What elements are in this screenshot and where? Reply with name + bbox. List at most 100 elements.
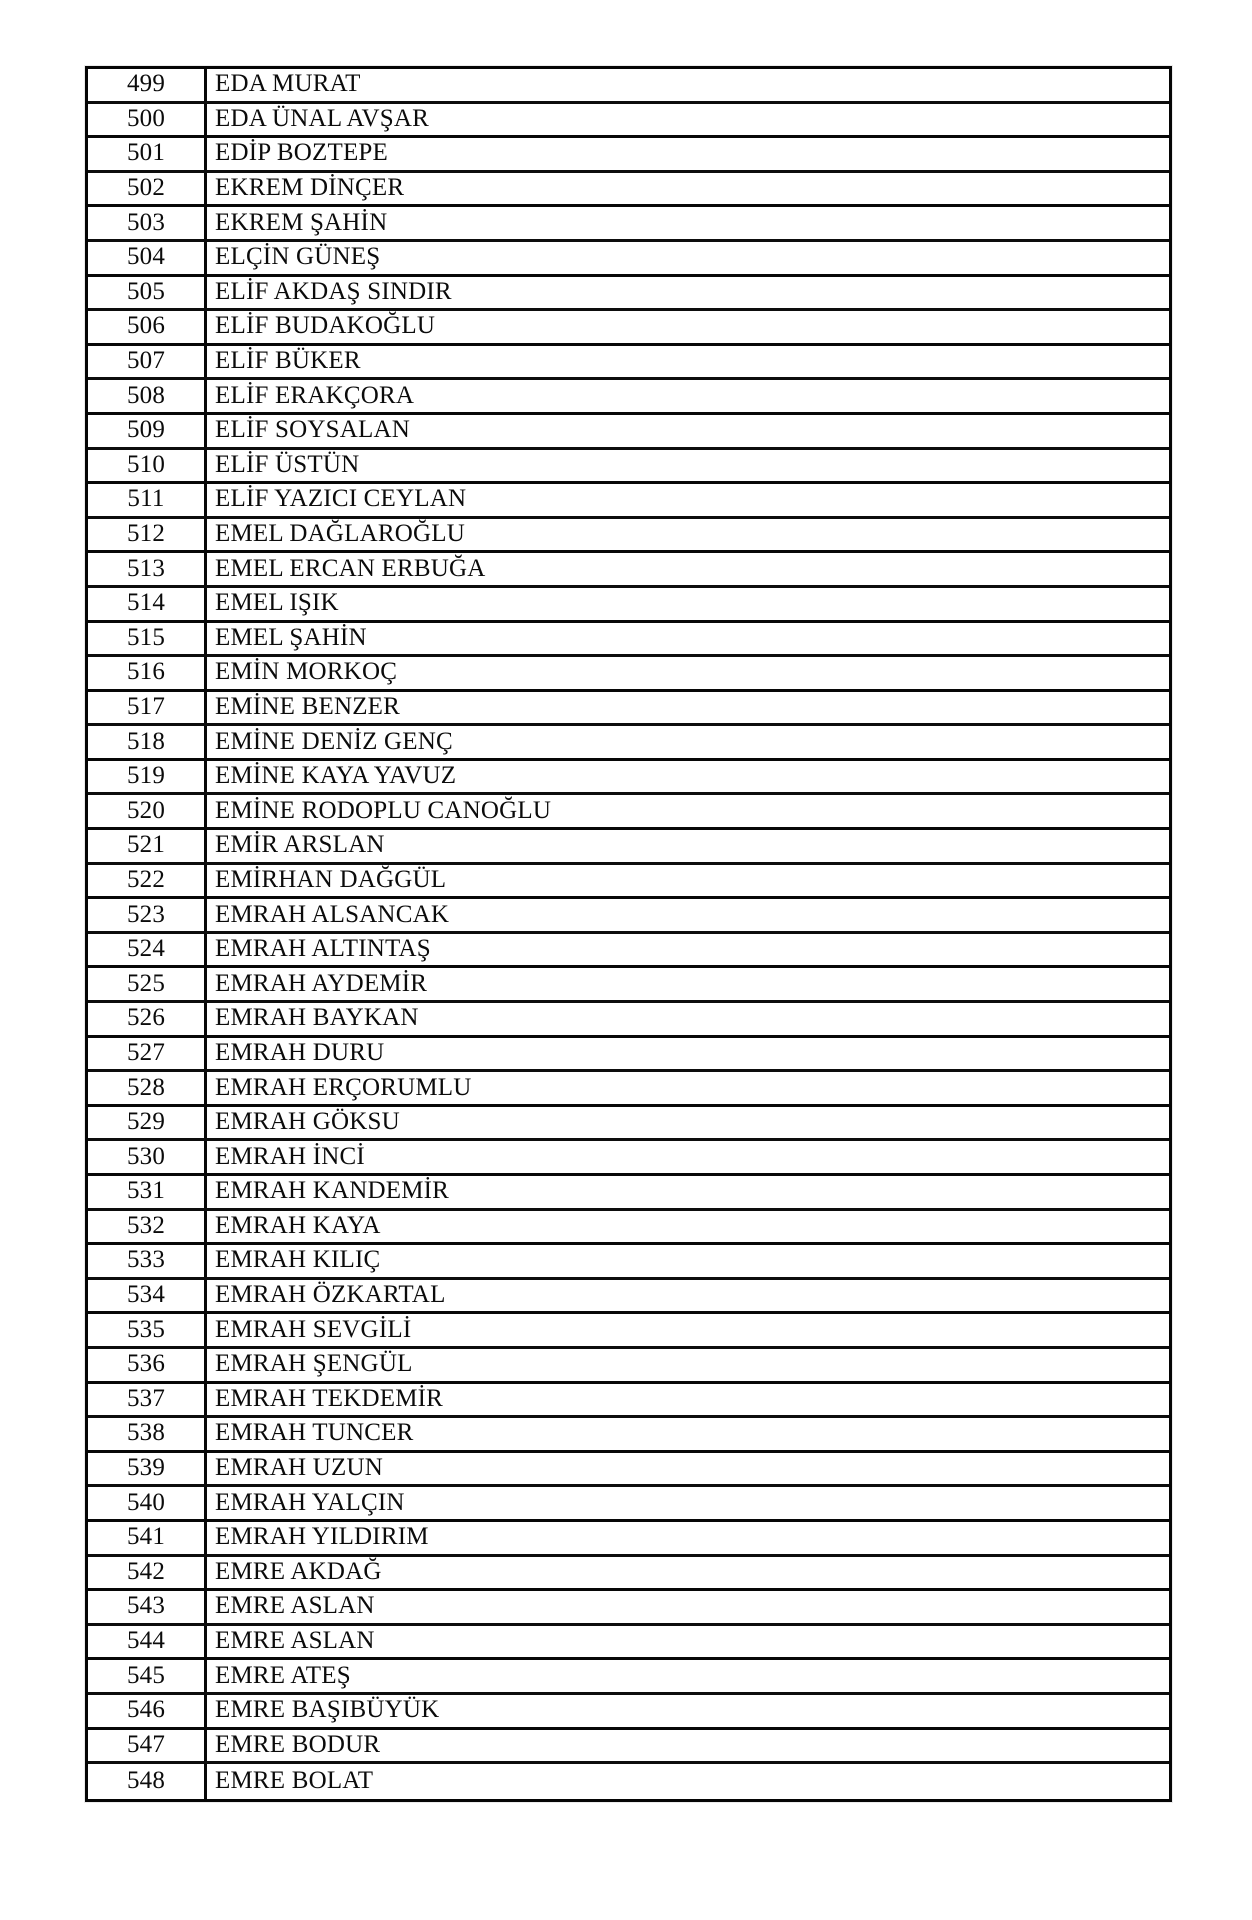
row-name-cell: EMRAH AYDEMİR: [215, 969, 428, 997]
row-number-cell: 510: [88, 449, 207, 482]
table-row: 509 ELİF SOYSALAN: [88, 414, 1169, 450]
row-name-cell: EMEL DAĞLAROĞLU: [215, 520, 465, 548]
table-row: 527 EMRAH DURU: [88, 1037, 1169, 1073]
table-row: 516 EMİN MORKOÇ: [88, 657, 1169, 692]
row-name-cell: EMEL ŞAHİN: [215, 623, 367, 651]
row-number-cell: 538: [88, 1418, 207, 1450]
row-number-cell: 505: [88, 276, 207, 309]
table-row: 543 EMRE ASLAN: [88, 1591, 1169, 1626]
row-name-cell: EMİNE KAYA YAVUZ: [215, 762, 457, 790]
row-name-cell: ELİF ÜSTÜN: [215, 450, 360, 478]
table-row: 529 EMRAH GÖKSU: [88, 1106, 1169, 1142]
table-row: 520 EMİNE RODOPLU CANOĞLU: [88, 795, 1169, 831]
row-number-cell: 535: [88, 1314, 207, 1346]
row-number-cell: 537: [88, 1383, 207, 1416]
row-number-cell: 532: [88, 1210, 207, 1243]
row-name-cell: EMRAH SEVGİLİ: [215, 1315, 412, 1343]
row-name-cell: EDA MURAT: [215, 70, 361, 98]
row-number-cell: 509: [88, 414, 207, 447]
row-number-cell: 525: [88, 968, 207, 1001]
row-name-cell: EMRAH DURU: [215, 1038, 385, 1066]
row-number-cell: 503: [88, 207, 207, 239]
row-number-cell: 499: [88, 69, 207, 101]
table-row: 544 EMRE ASLAN: [88, 1625, 1169, 1661]
row-name-cell: EMİNE BENZER: [215, 692, 401, 720]
table-row: 548 EMRE BOLAT: [88, 1764, 1169, 1799]
row-number-cell: 543: [88, 1591, 207, 1623]
table-row: 501 EDİP BOZTEPE: [88, 138, 1169, 173]
table-row: 511 ELİF YAZICI CEYLAN: [88, 484, 1169, 519]
table-row: 532 EMRAH KAYA: [88, 1210, 1169, 1246]
row-name-cell: EMRAH TUNCER: [215, 1419, 414, 1447]
row-name-cell: EKREM DİNÇER: [215, 174, 405, 202]
row-number-cell: 520: [88, 795, 207, 828]
row-number-cell: 500: [88, 103, 207, 136]
table-row: 504 ELÇİN GÜNEŞ: [88, 241, 1169, 277]
table-row: 517 EMİNE BENZER: [88, 691, 1169, 727]
table-row: 542 EMRE AKDAĞ: [88, 1556, 1169, 1592]
row-name-cell: EMRAH ŞENGÜL: [215, 1350, 413, 1378]
row-name-cell: EMRAH UZUN: [215, 1454, 383, 1482]
row-number-cell: 540: [88, 1487, 207, 1519]
row-number-cell: 533: [88, 1245, 207, 1277]
row-name-cell: ELÇİN GÜNEŞ: [215, 243, 381, 271]
table-row: 506 ELİF BUDAKOĞLU: [88, 311, 1169, 346]
table-row: 534 EMRAH ÖZKARTAL: [88, 1279, 1169, 1315]
row-name-cell: EMEL ERCAN ERBUĞA: [215, 554, 486, 582]
row-number-cell: 541: [88, 1521, 207, 1554]
row-number-cell: 521: [88, 830, 207, 862]
row-number-cell: 507: [88, 345, 207, 378]
row-name-cell: EMİRHAN DAĞGÜL: [215, 865, 447, 893]
row-number-cell: 529: [88, 1106, 207, 1139]
row-number-cell: 548: [88, 1764, 207, 1799]
row-number-cell: 518: [88, 726, 207, 758]
row-name-cell: ELİF YAZICI CEYLAN: [215, 485, 467, 513]
table-row: 523 EMRAH ALSANCAK: [88, 899, 1169, 934]
table-row: 547 EMRE BODUR: [88, 1729, 1169, 1765]
row-name-cell: EMİR ARSLAN: [215, 831, 385, 859]
row-number-cell: 515: [88, 622, 207, 655]
row-number-cell: 524: [88, 933, 207, 966]
row-name-cell: EMRAH GÖKSU: [215, 1108, 400, 1136]
table-row: 505 ELİF AKDAŞ SINDIR: [88, 276, 1169, 312]
table-row: 503 EKREM ŞAHİN: [88, 207, 1169, 242]
row-name-cell: ELİF BUDAKOĞLU: [215, 312, 436, 340]
table-row: 500 EDA ÜNAL AVŞAR: [88, 103, 1169, 139]
row-name-cell: EMRAH KILIÇ: [215, 1246, 381, 1274]
row-name-cell: EKREM ŞAHİN: [215, 208, 388, 236]
table-row: 519 EMİNE KAYA YAVUZ: [88, 760, 1169, 796]
row-number-cell: 536: [88, 1348, 207, 1381]
table-row: 512 EMEL DAĞLAROĞLU: [88, 518, 1169, 554]
row-number-cell: 513: [88, 553, 207, 585]
row-number-cell: 504: [88, 241, 207, 274]
row-number-cell: 514: [88, 587, 207, 620]
row-name-cell: EMRE ATEŞ: [215, 1661, 351, 1689]
table-row: 530 EMRAH İNCİ: [88, 1141, 1169, 1176]
row-number-cell: 508: [88, 380, 207, 412]
table-row: 536 EMRAH ŞENGÜL: [88, 1348, 1169, 1384]
row-number-cell: 502: [88, 172, 207, 205]
row-number-cell: 539: [88, 1452, 207, 1485]
row-name-cell: EMRE BAŞIBÜYÜK: [215, 1696, 440, 1724]
table-row: 541 EMRAH YILDIRIM: [88, 1521, 1169, 1557]
row-number-cell: 516: [88, 657, 207, 689]
table-row: 533 EMRAH KILIÇ: [88, 1245, 1169, 1280]
table-row: 499 EDA MURAT: [88, 69, 1169, 104]
table-row: 525 EMRAH AYDEMİR: [88, 968, 1169, 1004]
row-number-cell: 546: [88, 1694, 207, 1727]
row-number-cell: 506: [88, 311, 207, 343]
name-list-table: 499 EDA MURAT 500 EDA ÜNAL AVŞAR 501 EDİ…: [85, 66, 1172, 1802]
row-name-cell: EMRAH YILDIRIM: [215, 1523, 429, 1551]
table-row: 522 EMİRHAN DAĞGÜL: [88, 864, 1169, 900]
row-name-cell: EMRAH BAYKAN: [215, 1004, 419, 1032]
row-number-cell: 542: [88, 1556, 207, 1589]
row-number-cell: 530: [88, 1141, 207, 1173]
row-name-cell: EMRE ASLAN: [215, 1592, 375, 1620]
row-name-cell: EMRAH KAYA: [215, 1211, 381, 1239]
row-name-cell: EMİNE DENİZ GENÇ: [215, 727, 453, 755]
row-name-cell: ELİF SOYSALAN: [215, 416, 410, 444]
table-row: 535 EMRAH SEVGİLİ: [88, 1314, 1169, 1349]
table-row: 540 EMRAH YALÇIN: [88, 1487, 1169, 1522]
row-name-cell: EMRAH TEKDEMİR: [215, 1384, 444, 1412]
row-name-cell: EMRAH YALÇIN: [215, 1488, 405, 1516]
